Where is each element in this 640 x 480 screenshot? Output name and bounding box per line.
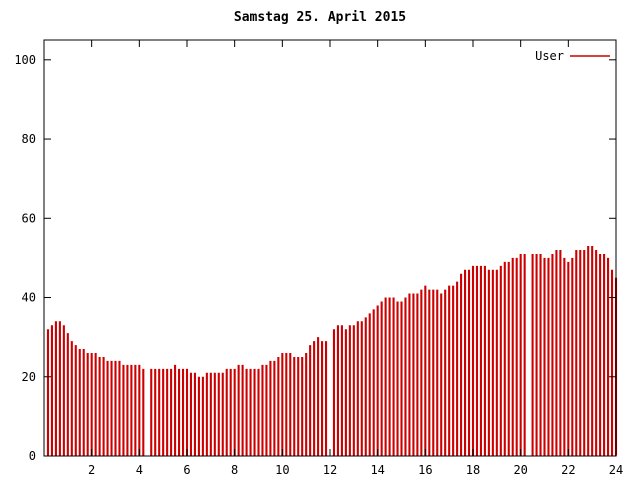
x-tick-label: 18 [466,463,480,477]
x-tick-label: 8 [231,463,238,477]
x-tick-label: 16 [418,463,432,477]
y-tick-label: 20 [22,370,36,384]
x-tick-label: 20 [513,463,527,477]
y-tick-label: 40 [22,291,36,305]
y-tick-label: 80 [22,132,36,146]
y-tick-label: 60 [22,211,36,225]
x-tick-label: 24 [609,463,623,477]
y-tick-label: 100 [14,53,36,67]
x-tick-label: 6 [183,463,190,477]
x-tick-label: 12 [323,463,337,477]
chart-title: Samstag 25. April 2015 [233,10,407,25]
x-tick-label: 14 [370,463,384,477]
x-tick-label: 4 [136,463,143,477]
x-tick-label: 10 [275,463,289,477]
x-tick-label: 22 [561,463,575,477]
legend-label: User [535,49,564,63]
y-tick-label: 0 [29,449,36,463]
x-tick-label: 2 [88,463,95,477]
plot-border [43,39,617,457]
